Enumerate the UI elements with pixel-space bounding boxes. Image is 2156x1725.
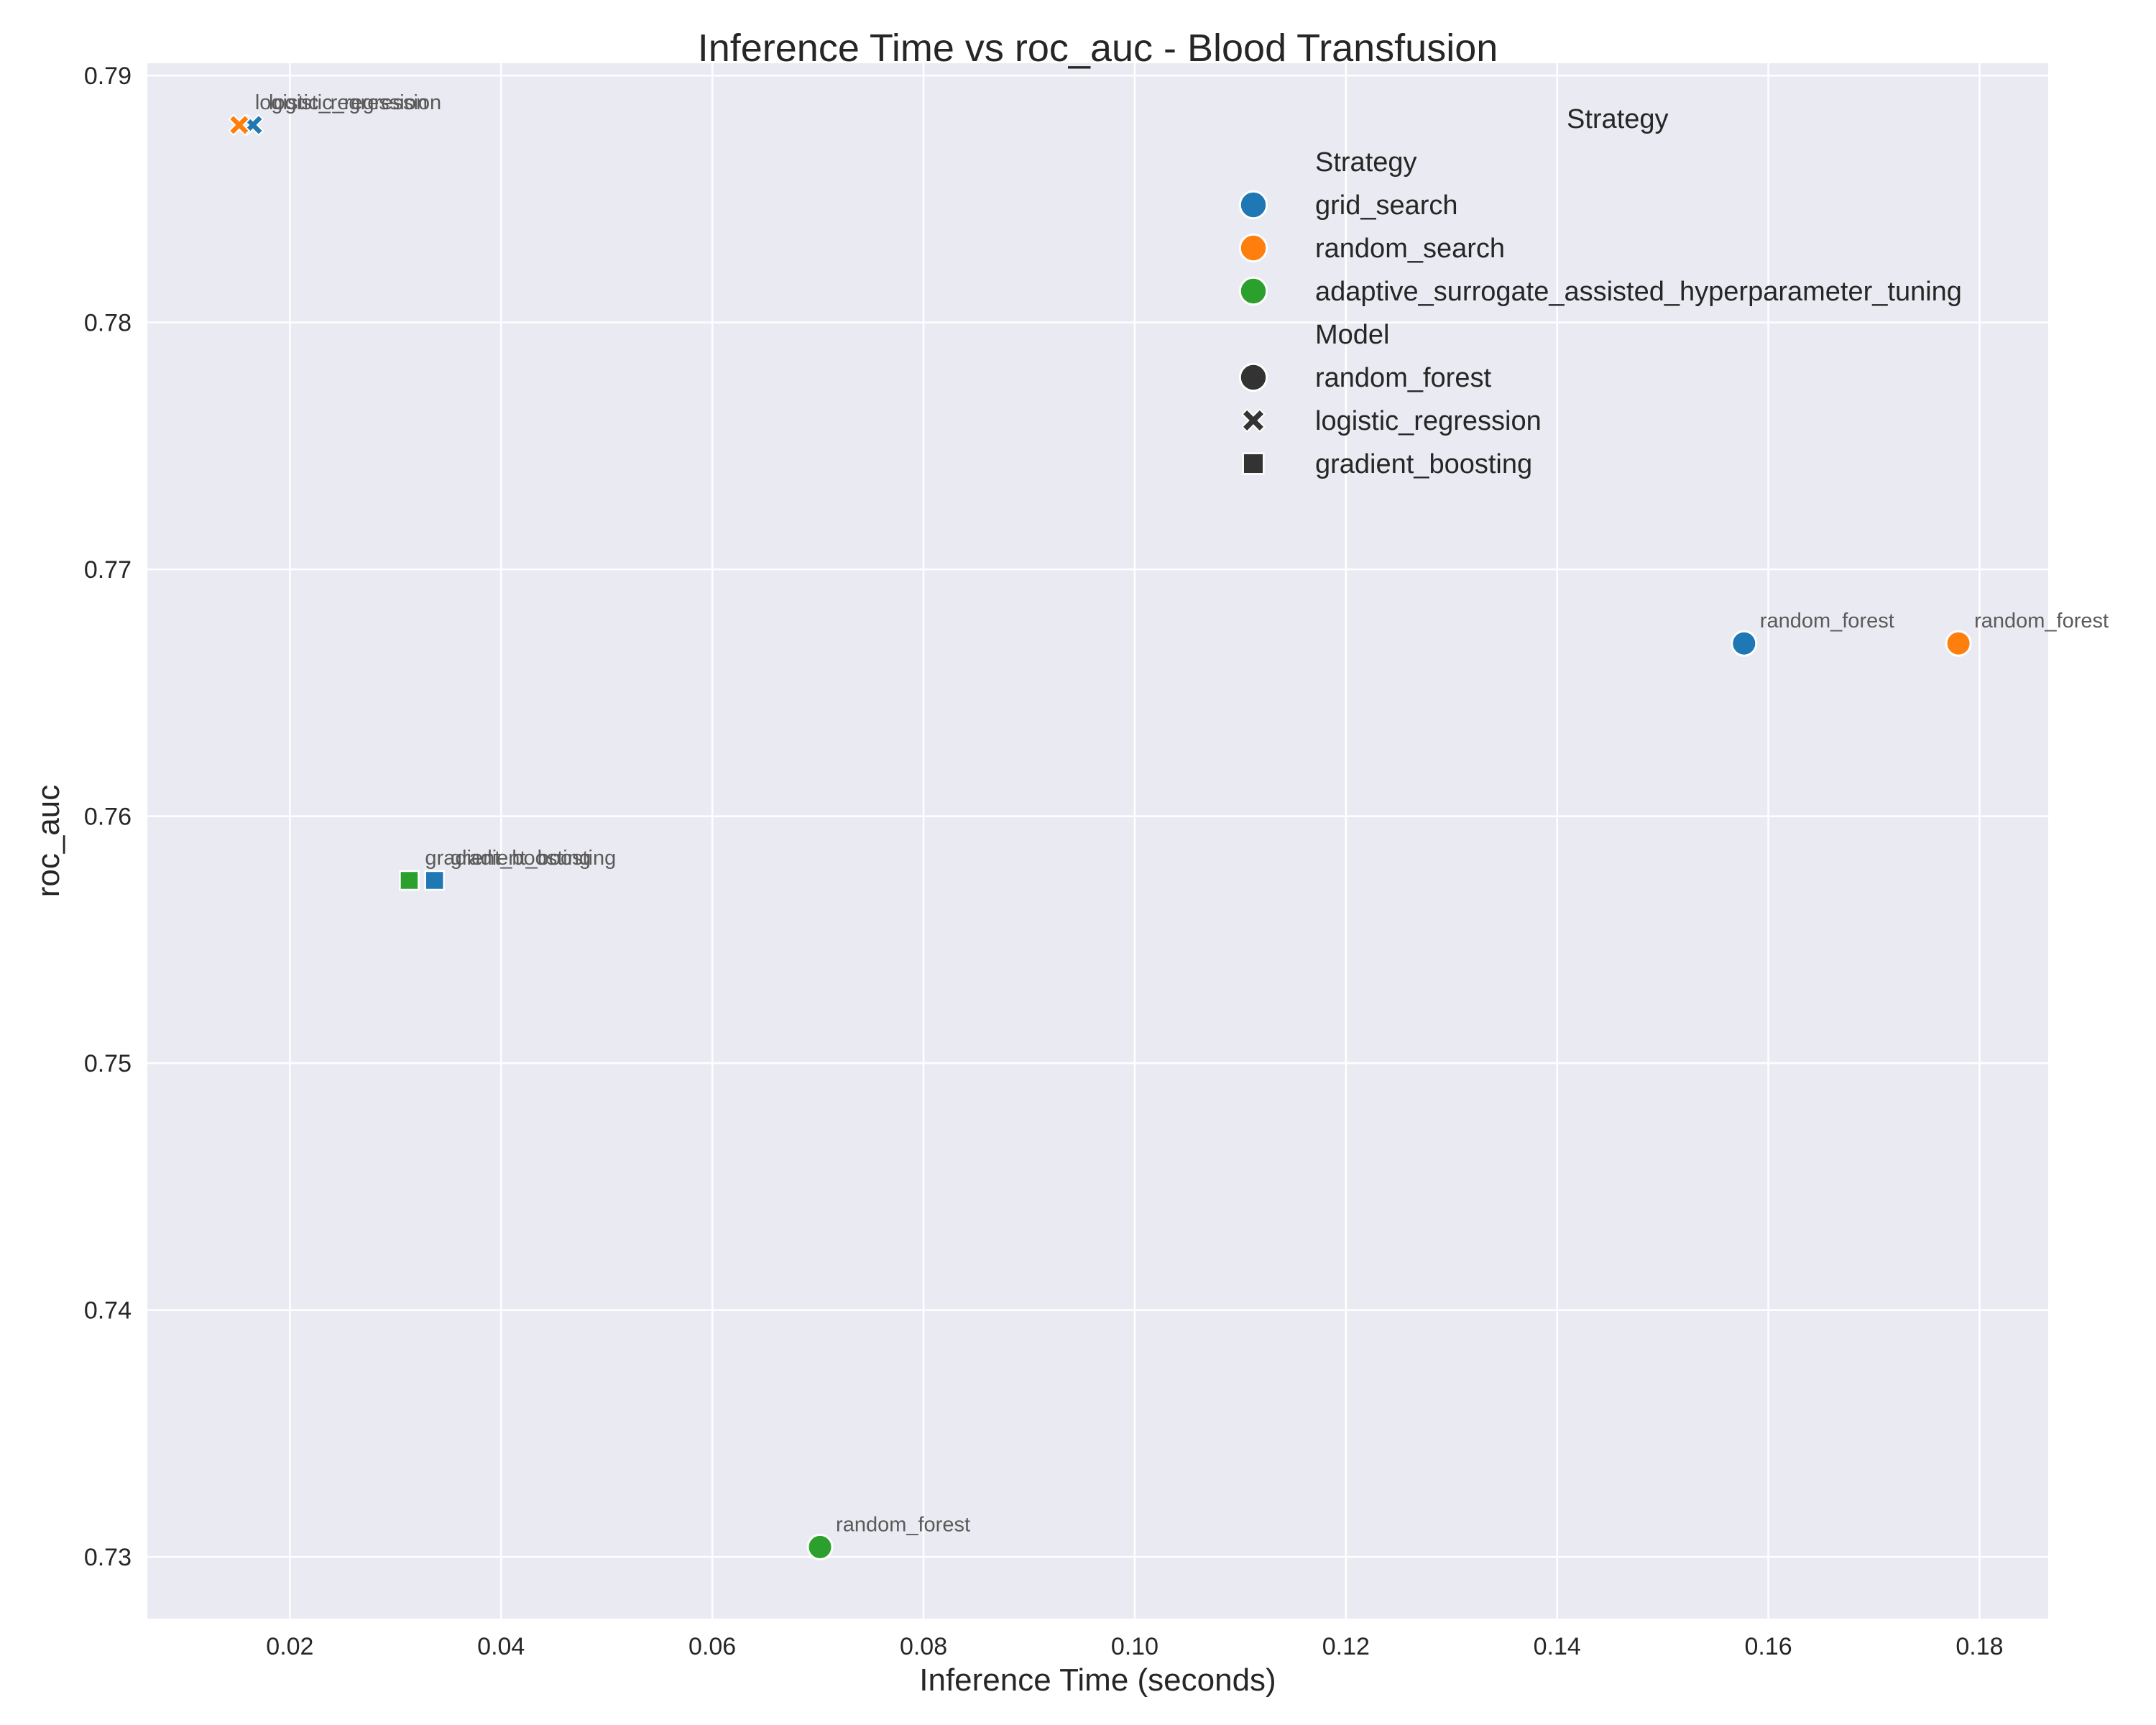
legend-model-header: Model xyxy=(1315,320,1390,350)
y-tick-label: 0.79 xyxy=(84,63,132,90)
x-tick-label: 0.06 xyxy=(688,1633,736,1660)
data-point xyxy=(424,870,445,891)
y-tick-label: 0.78 xyxy=(84,310,132,337)
x-axis-label: Inference Time (seconds) xyxy=(919,1662,1276,1698)
y-tick-labels: 0.73 0.74 0.75 0.76 0.77 0.78 0.79 xyxy=(84,63,132,1571)
legend-entry: adaptive_surrogate_assisted_hyperparamet… xyxy=(1315,277,1962,307)
x-tick-label: 0.18 xyxy=(1955,1633,2003,1660)
legend-entry: logistic_regression xyxy=(1315,406,1542,436)
point-label: random_forest xyxy=(1974,610,2109,632)
legend-entry: random_forest xyxy=(1315,363,1491,393)
legend-marker xyxy=(1242,452,1265,475)
y-tick-label: 0.74 xyxy=(84,1297,132,1325)
point-label: gradient_boosting xyxy=(425,847,591,870)
y-tick-label: 0.75 xyxy=(84,1050,132,1077)
legend-marker xyxy=(1238,190,1268,220)
legend-strategy-header: Strategy xyxy=(1315,147,1417,178)
data-points xyxy=(228,114,1972,1560)
x-tick-label: 0.10 xyxy=(1111,1633,1158,1660)
y-tick-label: 0.77 xyxy=(84,556,132,584)
data-point xyxy=(806,1533,834,1560)
grid-lines xyxy=(147,63,2048,1619)
x-tick-label: 0.12 xyxy=(1322,1633,1370,1660)
x-tick-label: 0.14 xyxy=(1534,1633,1581,1660)
point-label: random_forest xyxy=(836,1513,970,1536)
legend: Strategy Strategy grid_search random_search… xyxy=(1238,104,1962,479)
point-label: logistic_regression xyxy=(269,91,441,114)
legend-marker xyxy=(1238,276,1268,306)
legend-entry: random_search xyxy=(1315,234,1505,264)
chart-title: Inference Time vs roc_auc - Blood Transf… xyxy=(698,27,1498,70)
data-point xyxy=(228,114,251,137)
x-tick-label: 0.08 xyxy=(900,1633,947,1660)
data-point xyxy=(1731,630,1758,657)
legend-marker xyxy=(1238,233,1268,263)
y-tick-label: 0.73 xyxy=(84,1544,132,1571)
legend-marker xyxy=(1241,408,1266,433)
legend-entry: grid_search xyxy=(1315,190,1458,221)
y-axis-label: roc_auc xyxy=(31,785,66,898)
x-tick-label: 0.04 xyxy=(477,1633,525,1660)
point-labels: logistic_regressionlogistic_regressiongr… xyxy=(255,91,2109,1537)
data-point xyxy=(399,870,420,891)
legend-entry: gradient_boosting xyxy=(1315,449,1532,479)
x-tick-label: 0.02 xyxy=(266,1633,313,1660)
y-tick-label: 0.76 xyxy=(84,804,132,831)
data-point xyxy=(1945,630,1972,657)
x-tick-label: 0.16 xyxy=(1745,1633,1792,1660)
legend-marker xyxy=(1238,362,1268,392)
point-label: gradient_boosting xyxy=(451,847,617,870)
x-tick-labels: 0.02 0.04 0.06 0.08 0.10 0.12 0.14 0.16 0.18 xyxy=(266,1633,2003,1660)
point-label: logistic_regression xyxy=(255,91,428,114)
point-label: random_forest xyxy=(1760,610,1894,632)
legend-title: Strategy xyxy=(1567,104,1669,134)
